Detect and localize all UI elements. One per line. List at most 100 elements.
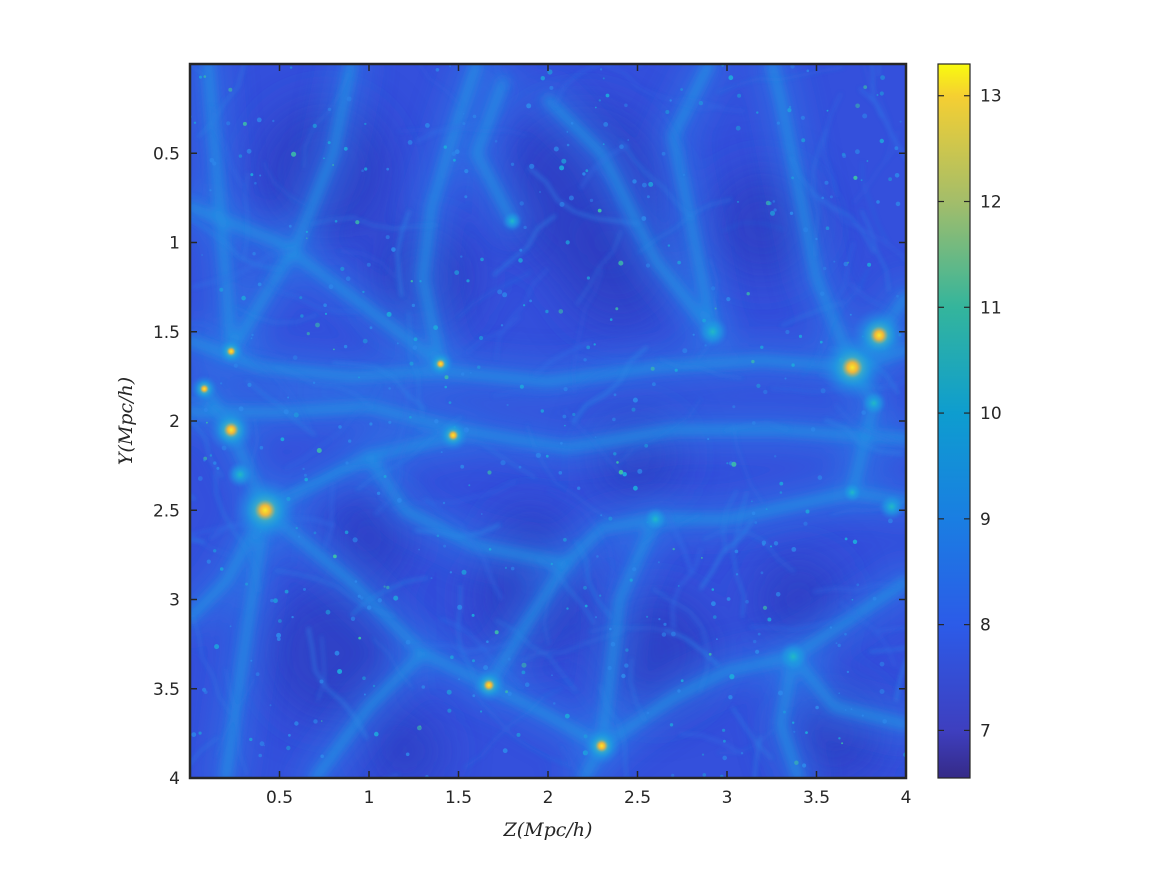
halo-speck: [436, 534, 440, 538]
halo-specks: [190, 64, 906, 778]
halo-speck: [879, 138, 884, 144]
halo-speck: [835, 642, 838, 645]
halo-speck: [714, 307, 717, 310]
halo-speck: [386, 585, 390, 590]
fine-filament: [407, 312, 424, 419]
halo-speck: [505, 690, 509, 694]
halo-speck: [560, 441, 563, 445]
bright-clump: [862, 318, 896, 352]
fine-filament: [853, 130, 900, 204]
halo-speck: [760, 345, 764, 349]
halo-speck: [740, 752, 744, 755]
bright-clumps: [190, 210, 906, 766]
halo-speck: [612, 417, 616, 422]
fine-filament: [801, 267, 869, 378]
halo-speck: [388, 420, 392, 424]
halo-speck: [500, 324, 504, 327]
halo-speck: [637, 468, 643, 474]
fine-filament: [811, 128, 828, 257]
bright-clump: [866, 395, 882, 411]
bright-clump: [217, 416, 245, 444]
fine-filament: [414, 523, 501, 539]
halo-speck: [572, 412, 576, 417]
halo-speck: [833, 260, 836, 263]
fine-filament: [861, 161, 889, 244]
halo-speck: [817, 475, 823, 480]
halo-speck: [396, 342, 399, 345]
halo-speck: [457, 604, 463, 610]
halo-speck: [605, 93, 610, 98]
halo-speck: [304, 477, 309, 482]
filament: [364, 452, 571, 569]
halo-speck: [276, 632, 282, 638]
halo-speck: [206, 421, 208, 424]
bright-clump: [846, 486, 859, 499]
halo-speck: [594, 616, 598, 619]
halo-speck: [823, 266, 827, 271]
halo-speck: [783, 710, 786, 714]
fine-filament: [822, 93, 842, 197]
halo-speck: [879, 661, 885, 667]
halo-speck: [644, 443, 649, 448]
halo-speck: [343, 344, 348, 349]
halo-speck: [209, 189, 212, 192]
fine-filament: [424, 497, 503, 600]
halo-speck: [672, 547, 675, 551]
halo-speck: [792, 721, 795, 724]
halo-speck: [197, 476, 203, 481]
halo-speck: [529, 163, 535, 169]
fine-filament: [834, 404, 906, 446]
halo-speck: [791, 176, 794, 180]
halo-speck: [328, 284, 334, 290]
halo-speck: [745, 599, 749, 604]
fine-filament: [324, 482, 335, 549]
halo-speck: [497, 289, 503, 295]
halo-speck: [888, 177, 892, 182]
halo-speck: [440, 451, 443, 454]
halo-speck: [377, 598, 382, 603]
halo-speck: [677, 260, 681, 265]
halo-speck: [346, 96, 352, 102]
fine-filament: [190, 216, 283, 271]
halo-speck: [779, 491, 783, 494]
halo-speck: [825, 226, 830, 230]
colorbar: [937, 63, 971, 779]
halo-speck: [460, 464, 465, 469]
fine-filament: [603, 64, 723, 110]
halo-speck: [583, 358, 587, 362]
halo-speck: [805, 509, 810, 514]
fine-filament: [576, 229, 623, 305]
fine-filament: [339, 250, 397, 279]
bright-clump: [432, 355, 449, 372]
halo-speck: [787, 108, 792, 113]
halo-speck: [762, 605, 768, 610]
halo-speck: [594, 436, 597, 439]
halo-speck: [383, 475, 387, 478]
halo-speck: [219, 287, 224, 292]
filament: [788, 652, 906, 729]
halo-speck: [464, 195, 468, 199]
halo-speck: [667, 244, 671, 247]
fine-filament: [652, 587, 709, 693]
halo-speck: [507, 691, 512, 696]
halo-speck: [633, 485, 638, 491]
halo-speck: [250, 337, 253, 340]
halo-speck: [323, 303, 327, 308]
x-tick-label: 1: [364, 788, 375, 808]
halo-speck: [624, 103, 628, 108]
halo-speck: [855, 103, 860, 109]
halo-speck: [629, 578, 633, 582]
halo-speck: [521, 662, 527, 668]
halo-speck: [386, 167, 390, 171]
halo-speck: [680, 679, 684, 683]
halo-speck: [345, 276, 351, 282]
halo-speck: [319, 679, 324, 684]
fine-filament: [280, 462, 385, 496]
fine-filament: [629, 658, 646, 722]
fine-filament: [190, 532, 231, 557]
halo-speck: [529, 299, 532, 303]
halo-speck: [658, 618, 661, 621]
halo-speck: [405, 752, 410, 757]
bright-clump: [703, 322, 722, 341]
halo-speck: [203, 407, 208, 413]
